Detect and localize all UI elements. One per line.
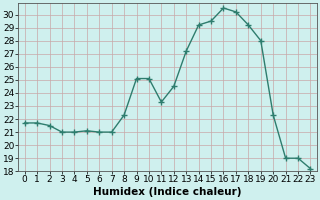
X-axis label: Humidex (Indice chaleur): Humidex (Indice chaleur) [93, 187, 242, 197]
